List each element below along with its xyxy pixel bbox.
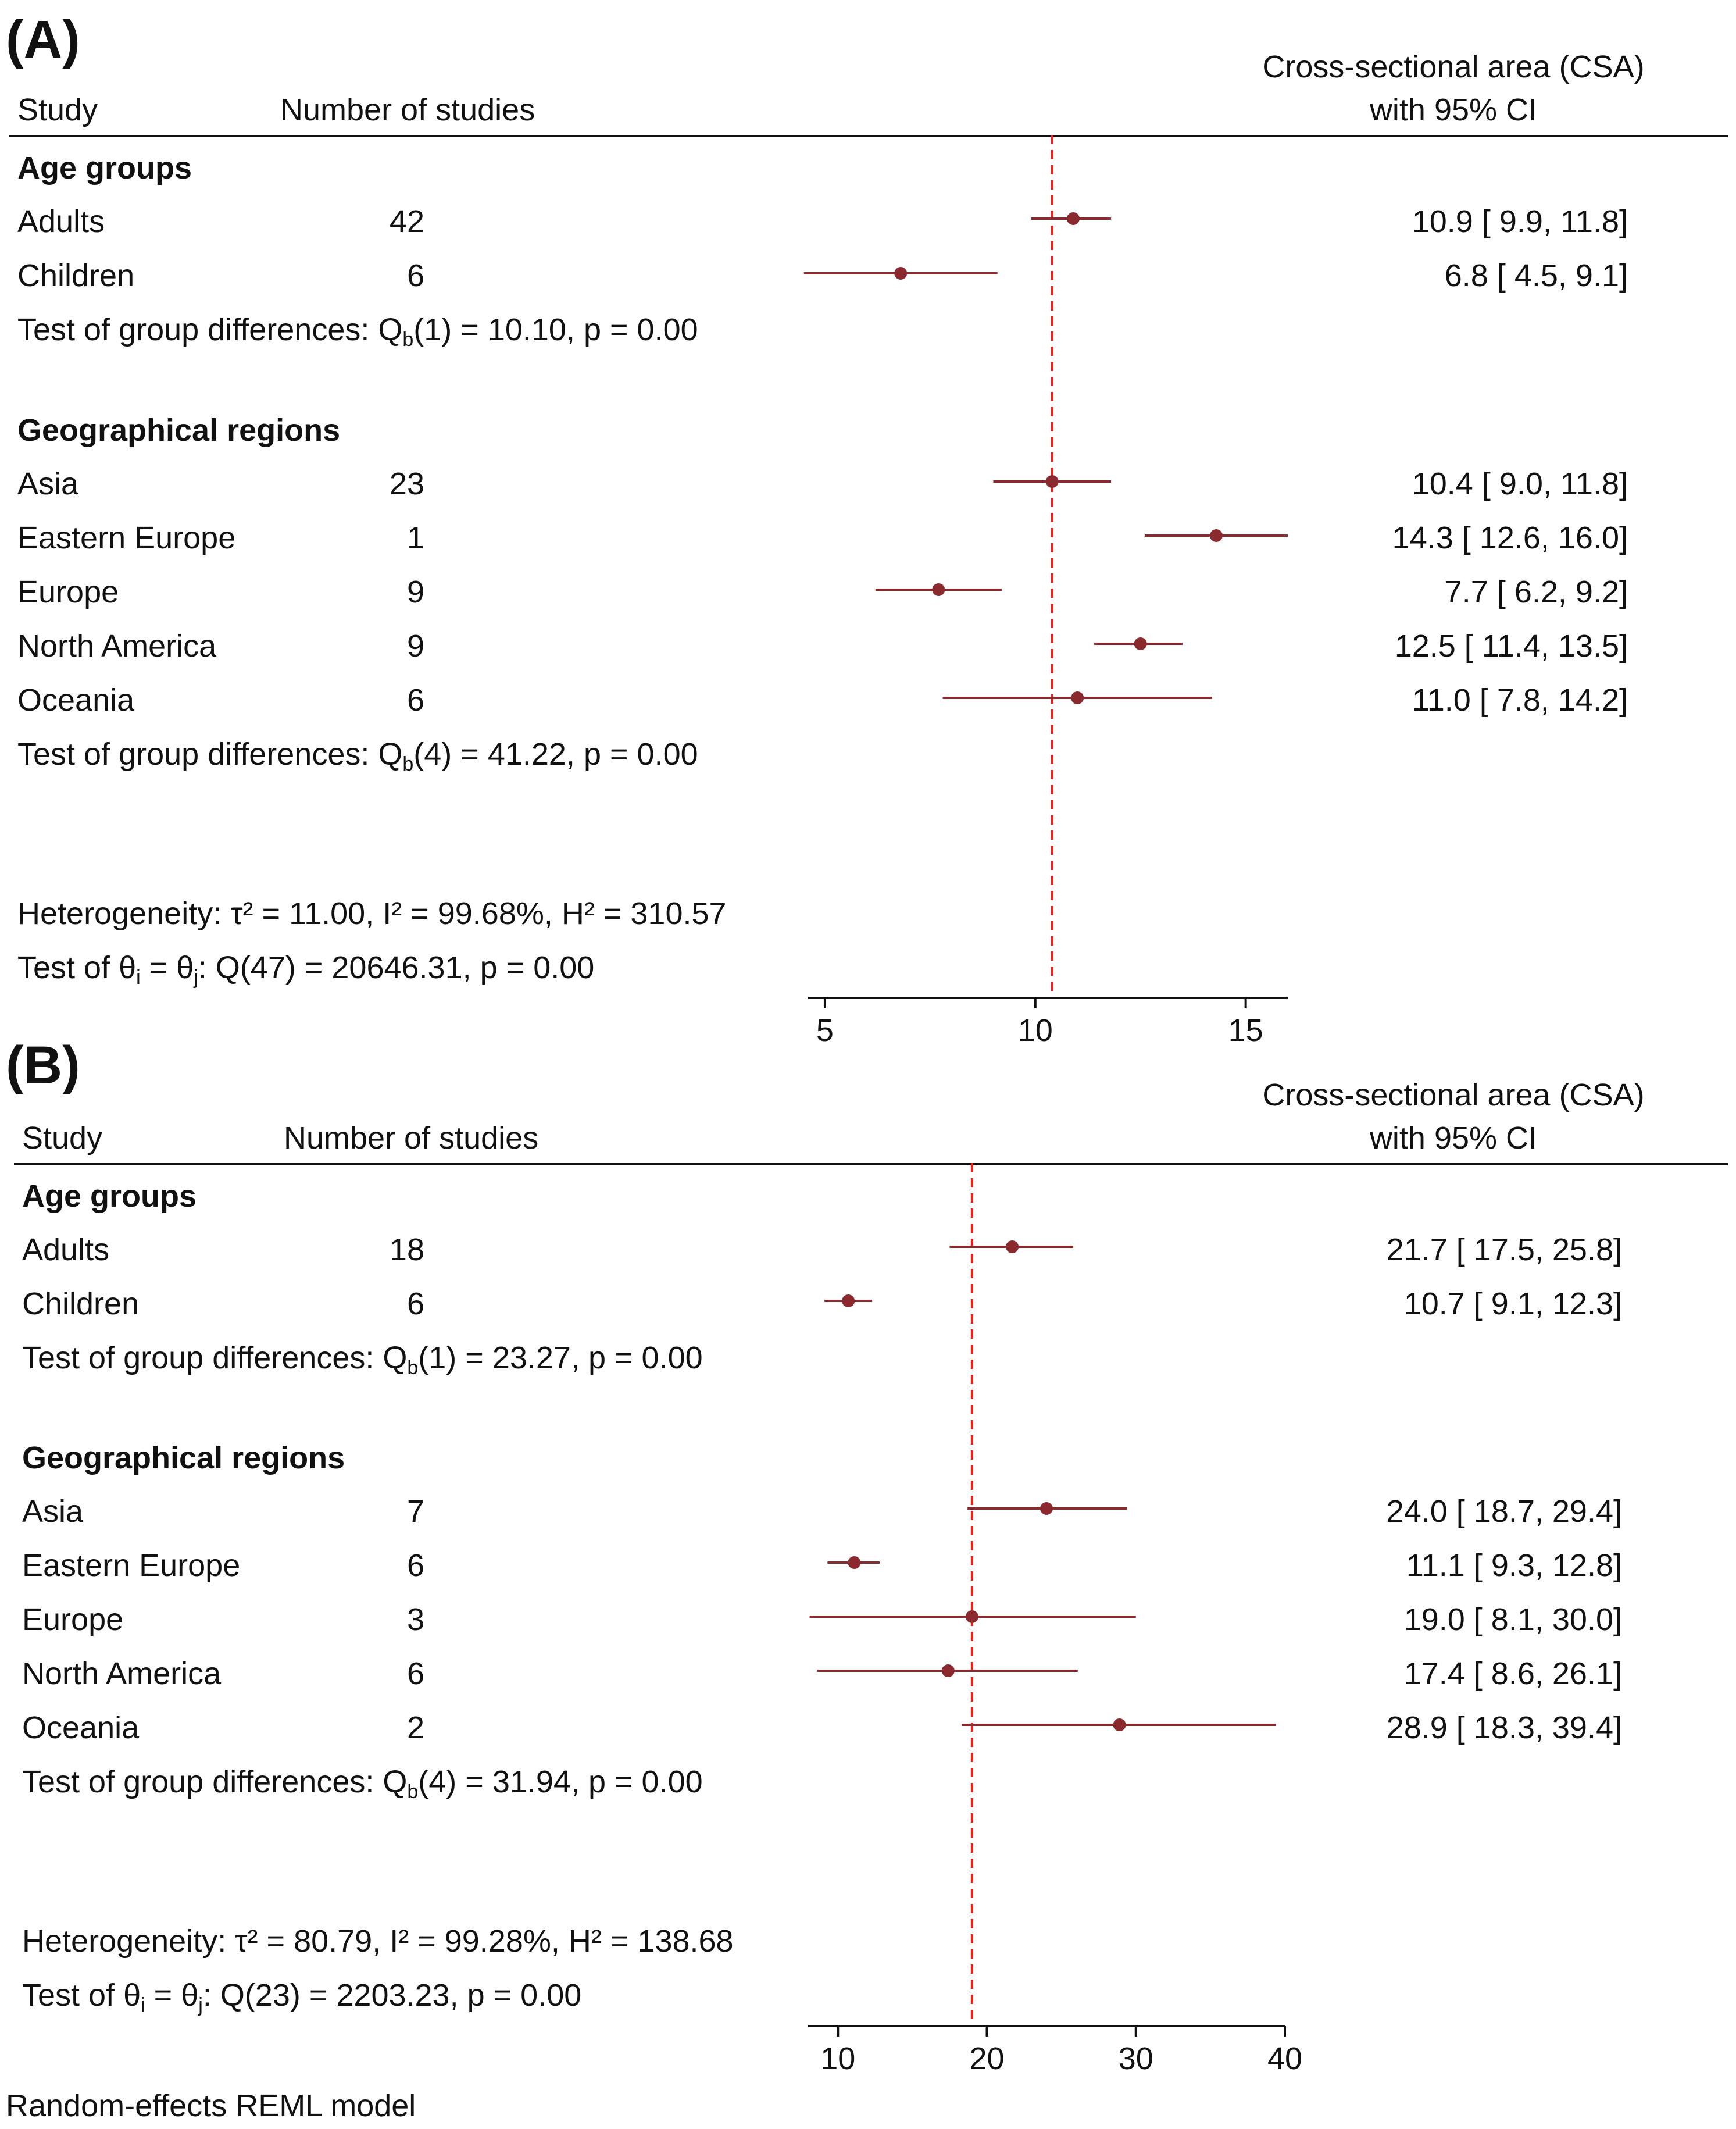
panel-label: (B): [6, 1036, 80, 1095]
row-ci-text: 10.4 [ 9.0, 11.8]: [1412, 466, 1628, 501]
header-rule: [9, 135, 1728, 137]
row-ci-text: 6.8 [ 4.5, 9.1]: [1444, 258, 1628, 293]
model-footnote: Random-effects REML model: [6, 2088, 416, 2123]
row-count: 6: [406, 1286, 424, 1321]
row-label: Asia: [22, 1494, 84, 1529]
row-ci-text: 11.1 [ 9.3, 12.8]: [1406, 1548, 1622, 1583]
group-test: Test of group differences: Qb(4) = 41.22…: [17, 737, 698, 775]
row-count: 23: [389, 466, 424, 501]
x-tick-label: 5: [816, 1013, 834, 1048]
row-count: 2: [406, 1710, 424, 1745]
row-count: 42: [389, 204, 424, 239]
panel-label: (A): [6, 10, 80, 69]
row-count: 7: [406, 1494, 424, 1529]
point-estimate: [842, 1294, 855, 1307]
point-estimate: [894, 267, 908, 280]
row-ci-text: 28.9 [ 18.3, 39.4]: [1386, 1710, 1622, 1745]
forest-plot-a: 5 10 15: [803, 135, 1288, 1048]
point-estimate: [932, 583, 945, 596]
x-tick-label: 10: [820, 2041, 855, 2076]
row-ci-text: 11.0 [ 7.8, 14.2]: [1412, 683, 1628, 718]
group-title: Age groups: [17, 151, 192, 186]
row-label: Oceania: [22, 1710, 140, 1745]
overall-test: Test of θi = θj: Q(47) = 20646.31, p = 0…: [17, 950, 595, 989]
row-label: North America: [17, 629, 217, 664]
row-count: 3: [406, 1602, 424, 1637]
column-header-number: Number of studies: [280, 92, 535, 127]
column-header-effect: Cross-sectional area (CSA): [1262, 49, 1645, 84]
point-estimate: [1071, 691, 1084, 704]
row-label: Adults: [17, 204, 105, 239]
point-estimate: [1066, 212, 1080, 225]
row-label: Adults: [22, 1232, 110, 1267]
column-header-study: Study: [17, 92, 98, 127]
column-header-effect-ci: with 95% CI: [1369, 1121, 1538, 1156]
column-header-effect: Cross-sectional area (CSA): [1262, 1078, 1645, 1112]
point-estimate: [848, 1556, 861, 1569]
point-estimate: [965, 1610, 978, 1623]
row-count: 6: [406, 683, 424, 718]
x-tick-label: 10: [1018, 1013, 1053, 1048]
column-header-effect-ci: with 95% CI: [1369, 92, 1538, 127]
row-ci-text: 10.9 [ 9.9, 11.8]: [1412, 204, 1628, 239]
heterogeneity-stats: Heterogeneity: τ² = 80.79, I² = 99.28%, …: [22, 1924, 734, 1959]
column-header-number: Number of studies: [284, 1121, 539, 1156]
row-count: 1: [406, 520, 424, 555]
group-title: Geographical regions: [17, 413, 341, 448]
row-count: 6: [406, 1548, 424, 1583]
heterogeneity-stats: Heterogeneity: τ² = 11.00, I² = 99.68%, …: [17, 896, 727, 931]
row-label: Eastern Europe: [17, 520, 236, 555]
row-count: 6: [406, 258, 424, 293]
point-estimate: [1045, 475, 1059, 488]
column-header-study: Study: [22, 1121, 103, 1156]
row-ci-text: 12.5 [ 11.4, 13.5]: [1394, 629, 1628, 664]
row-ci-text: 7.7 [ 6.2, 9.2]: [1444, 575, 1628, 609]
row-label: Asia: [17, 466, 79, 501]
x-tick-label: 30: [1119, 2041, 1153, 2076]
row-ci-text: 21.7 [ 17.5, 25.8]: [1386, 1232, 1622, 1267]
forest-plot-b: 10 20 30 40: [808, 1163, 1302, 2076]
x-tick-label: 40: [1267, 2041, 1302, 2076]
row-ci-text: 19.0 [ 8.1, 30.0]: [1403, 1602, 1622, 1637]
group-test: Test of group differences: Qb(1) = 23.27…: [22, 1340, 703, 1379]
point-estimate: [1040, 1502, 1053, 1515]
row-label: Europe: [22, 1602, 124, 1637]
row-ci-text: 14.3 [ 12.6, 16.0]: [1392, 520, 1628, 555]
row-count: 9: [406, 629, 424, 664]
panel-a: (A) Study Number of studies Cross-sectio…: [0, 0, 1736, 1048]
point-estimate: [1209, 529, 1223, 542]
x-tick-label: 20: [969, 2041, 1004, 2076]
point-estimate: [1006, 1240, 1019, 1253]
point-estimate: [1113, 1718, 1126, 1731]
row-label: Eastern Europe: [22, 1548, 241, 1583]
row-ci-text: 17.4 [ 8.6, 26.1]: [1403, 1656, 1622, 1691]
row-ci-text: 24.0 [ 18.7, 29.4]: [1386, 1494, 1622, 1529]
x-tick-label: 15: [1228, 1013, 1263, 1048]
group-title: Age groups: [22, 1179, 197, 1214]
row-count: 9: [406, 575, 424, 609]
header-rule: [14, 1163, 1728, 1165]
row-label: North America: [22, 1656, 222, 1691]
panel-b: (B) Study Number of studies Cross-sectio…: [0, 1039, 1736, 2129]
group-test: Test of group differences: Qb(1) = 10.10…: [17, 312, 698, 351]
group-title: Geographical regions: [22, 1440, 345, 1475]
row-label: Children: [17, 258, 135, 293]
overall-test: Test of θi = θj: Q(23) = 2203.23, p = 0.…: [22, 1978, 582, 2016]
group-test: Test of group differences: Qb(4) = 31.94…: [22, 1764, 703, 1803]
point-estimate: [1134, 637, 1147, 650]
row-label: Europe: [17, 575, 119, 609]
point-estimate: [941, 1664, 955, 1677]
row-ci-text: 10.7 [ 9.1, 12.3]: [1403, 1286, 1622, 1321]
row-count: 18: [389, 1232, 424, 1267]
row-label: Oceania: [17, 683, 135, 718]
row-label: Children: [22, 1286, 140, 1321]
row-count: 6: [406, 1656, 424, 1691]
